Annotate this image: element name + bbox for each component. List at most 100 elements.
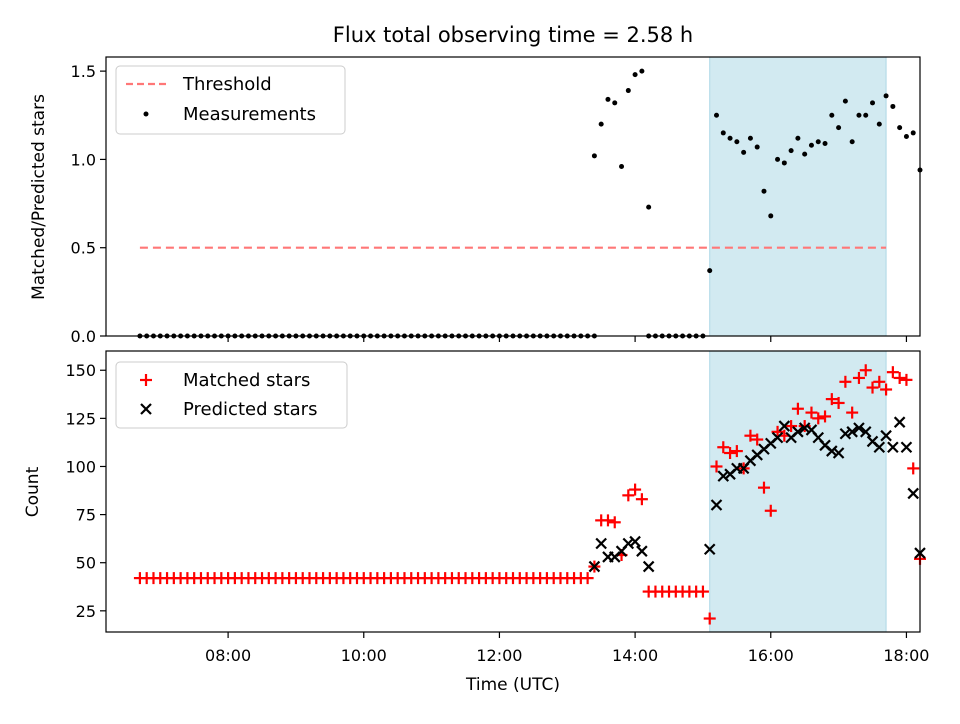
legend-threshold-label: Threshold: [182, 74, 272, 95]
marker-stroke: [588, 560, 601, 573]
x-tick-label: 14:00: [612, 646, 658, 665]
measurement-point: [727, 135, 733, 141]
predicted-star-point: [710, 499, 723, 511]
marker-stroke: [866, 435, 879, 448]
measurement-point: [856, 112, 862, 118]
marker-stroke: [907, 487, 919, 500]
measurement-point: [720, 130, 726, 136]
bottom-plot-area: [133, 350, 926, 633]
y-tick-label: 50: [76, 554, 96, 573]
bottom-legend-frame: [115, 361, 348, 429]
bottom-x-ticks: 08:00 10:00 12:00 14:00 16:00 18:00: [205, 632, 929, 665]
measurement-point: [775, 156, 781, 162]
matched-star-point: [730, 445, 743, 458]
matched-star-point: [703, 612, 716, 625]
measurement-point: [890, 103, 896, 109]
matched-star-point: [791, 402, 804, 415]
predicted-star-point: [771, 431, 784, 444]
bottom-y-ticks: 25 50 75 100 125 150: [65, 361, 106, 621]
measurement-point: [863, 112, 869, 118]
x-tick-label: 12:00: [476, 646, 522, 665]
legend-predicted-swatch: [140, 403, 152, 415]
predicted-star-point: [636, 545, 648, 557]
x-tick-label: 08:00: [205, 646, 251, 665]
y-tick-label: 100: [65, 457, 96, 476]
measurement-point: [829, 112, 835, 118]
measurement-point: [849, 139, 855, 145]
matched-star-point: [581, 572, 594, 585]
measurement-point: [714, 112, 719, 118]
measurement-point: [612, 100, 618, 106]
predicted-star-point: [859, 426, 872, 438]
marker-stroke: [887, 441, 899, 454]
predicted-star-point: [893, 416, 906, 428]
marker-stroke: [900, 441, 913, 454]
predicted-star-point: [717, 470, 730, 482]
matched-star-point: [825, 393, 838, 406]
measurement-point: [795, 135, 801, 141]
marker-stroke: [819, 439, 831, 452]
marker-stroke: [710, 499, 723, 511]
x-tick-label: 18:00: [883, 646, 929, 665]
matched-star-point: [622, 489, 635, 502]
matched-star-point: [893, 371, 906, 384]
matched-star-point: [886, 366, 899, 379]
matched-star-point: [629, 483, 642, 496]
measurement-point: [591, 153, 597, 159]
marker-stroke: [805, 424, 818, 436]
matched-star-point: [785, 420, 798, 433]
predicted-star-point: [907, 487, 919, 500]
matched-star-point: [866, 381, 879, 394]
observing-window-span: [709, 350, 887, 633]
measurement-point: [761, 188, 767, 194]
y-tick-label: 25: [76, 602, 96, 621]
x-tick-label: 10:00: [341, 646, 387, 665]
matched-star-point: [601, 514, 614, 527]
predicted-star-point: [846, 426, 858, 438]
marker-stroke: [853, 422, 865, 434]
predicted-star-point: [832, 447, 845, 459]
measurement-point: [741, 149, 747, 155]
predicted-star-point: [887, 441, 899, 454]
matched-star-point: [764, 504, 777, 517]
y-tick-label: 150: [65, 361, 96, 380]
predicted-star-point: [839, 427, 852, 440]
predicted-star-point: [873, 441, 886, 454]
measurement-point: [842, 98, 848, 104]
measurement-point: [876, 121, 882, 127]
marker-stroke: [792, 426, 804, 438]
marker-stroke: [873, 441, 886, 454]
matched-star-point: [880, 383, 893, 396]
marker-stroke: [812, 431, 825, 444]
measurement-point: [808, 142, 814, 148]
measurement-point: [707, 268, 713, 274]
chart-title: Flux total observing time = 2.58 h: [333, 23, 693, 47]
matched-star-point: [717, 441, 730, 454]
measurement-point: [788, 148, 794, 154]
legend-predicted-label: Predicted stars: [183, 399, 317, 420]
matched-star-point: [805, 406, 818, 419]
top-y-ticks: 0.0 0.5 1.0 1.5: [71, 62, 106, 346]
measurement-point: [822, 141, 828, 147]
matched-star-point: [819, 410, 832, 423]
measurement-point: [910, 130, 916, 136]
matched-star-point: [757, 481, 770, 494]
measurement-point: [883, 93, 889, 99]
predicted-star-point: [778, 420, 791, 432]
marker-stroke: [629, 535, 641, 548]
x-axis-label: Time (UTC): [465, 675, 560, 695]
y-tick-label: 1.0: [71, 150, 96, 169]
predicted-star-point: [629, 535, 641, 548]
y-tick-label: 1.5: [71, 62, 96, 81]
matched-star-point: [710, 460, 723, 473]
top-x-ticks: [227, 336, 908, 342]
predicted-star-point: [880, 429, 892, 442]
matched-star-point: [751, 433, 764, 446]
predicted-star-point: [703, 543, 716, 556]
measurement-point: [836, 125, 842, 131]
y-tick-label: 0.5: [71, 239, 96, 258]
measurement-point: [646, 204, 652, 210]
measurement-point: [619, 163, 625, 169]
marker-stroke: [893, 416, 906, 428]
predicted-star-point: [826, 445, 838, 457]
